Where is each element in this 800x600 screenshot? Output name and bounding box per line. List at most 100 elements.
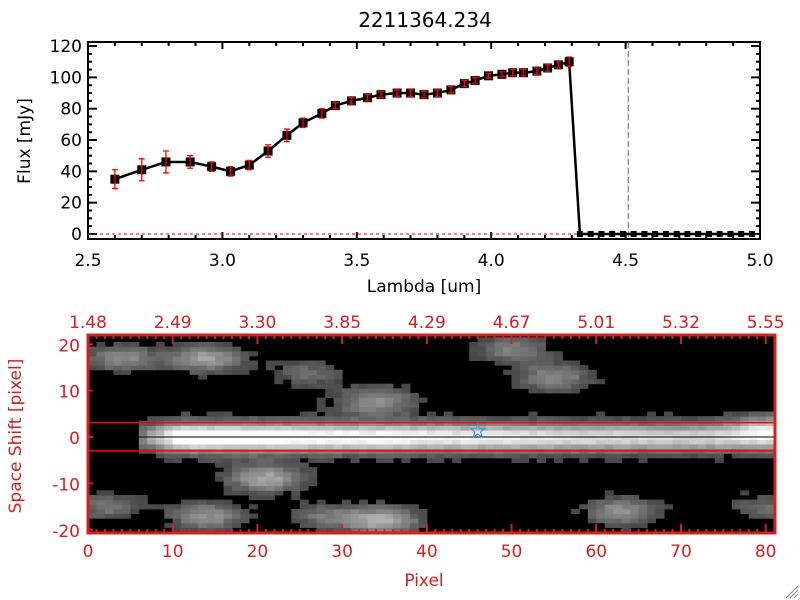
image-pixel — [181, 411, 191, 417]
image-pixel — [545, 425, 555, 431]
image-pixel — [96, 508, 106, 515]
image-pixel — [401, 457, 411, 464]
image-pixel — [350, 457, 360, 464]
image-pixel — [350, 406, 360, 413]
image-pixel — [299, 360, 309, 366]
image-pixel — [223, 476, 233, 482]
image-pixel — [181, 346, 191, 352]
image-pixel — [757, 443, 767, 450]
image-pixel — [528, 383, 538, 389]
image-pixel — [748, 508, 758, 515]
image-pixel — [172, 522, 182, 528]
image-pixel — [553, 383, 563, 389]
image-pixel — [359, 402, 369, 408]
image-pixel — [257, 453, 267, 459]
image-pixel — [401, 430, 411, 436]
image-pixel — [638, 522, 648, 528]
image-pixel — [435, 443, 445, 450]
image-pixel — [520, 337, 529, 343]
image-pixel — [486, 430, 496, 436]
image-pixel — [477, 439, 487, 445]
top-wavelength-tick-label: 2.49 — [154, 313, 192, 333]
image-pixel — [181, 443, 191, 450]
image-pixel — [282, 365, 292, 371]
image-pixel — [714, 439, 724, 445]
image-pixel — [88, 355, 97, 362]
image-pixel — [223, 467, 233, 473]
image-pixel — [333, 430, 343, 436]
image-pixel — [494, 341, 504, 348]
image-pixel — [596, 379, 606, 385]
image-pixel — [376, 513, 385, 519]
image-pixel — [647, 513, 657, 519]
image-pixel — [223, 416, 233, 422]
image-pixel — [443, 425, 453, 431]
top-wavelength-tick-label: 5.55 — [747, 313, 785, 333]
image-pixel — [384, 513, 394, 519]
image-pixel — [232, 355, 241, 362]
image-pixel — [765, 494, 775, 501]
image-pixel — [384, 388, 394, 394]
error-bar — [332, 101, 339, 110]
image-pixel — [511, 369, 521, 375]
image-pixel — [647, 443, 657, 450]
image-pixel — [181, 416, 191, 422]
image-pixel — [282, 439, 292, 445]
image-pixel — [494, 443, 504, 450]
image-pixel — [232, 360, 241, 366]
image-pixel — [325, 365, 335, 371]
image-pixel — [409, 430, 419, 436]
image-pixel — [282, 457, 292, 464]
image-pixel — [215, 471, 225, 477]
image-pixel — [121, 360, 131, 366]
image-pixel — [520, 360, 529, 366]
image-pixel — [206, 341, 216, 348]
image-pixel — [130, 341, 140, 348]
image-pixel — [240, 360, 250, 366]
image-pixel — [418, 439, 428, 445]
image-pixel — [316, 457, 326, 464]
image-pixel — [443, 439, 453, 445]
image-pixel — [308, 513, 318, 519]
image-pixel — [308, 467, 318, 473]
image-pixel — [460, 439, 470, 445]
image-pixel — [282, 430, 292, 436]
image-pixel — [367, 383, 377, 389]
image-pixel — [215, 513, 225, 519]
image-pixel — [562, 430, 572, 436]
image-pixel — [376, 504, 385, 510]
image-pixel — [748, 513, 758, 519]
image-pixel — [680, 430, 690, 436]
image-pixel — [545, 383, 555, 389]
image-pixel — [189, 369, 199, 375]
image-pixel — [536, 430, 546, 436]
resize-grip-icon[interactable] — [785, 585, 799, 599]
image-pixel — [240, 351, 250, 357]
image-pixel — [147, 346, 157, 352]
image-pixel — [604, 513, 614, 519]
image-pixel — [604, 439, 614, 445]
image-pixel — [232, 481, 241, 487]
image-pixel — [409, 439, 419, 445]
image-pixel — [401, 392, 411, 399]
image-pixel — [384, 416, 394, 422]
image-pixel — [409, 392, 419, 399]
top-wavelength-tick-label: 1.48 — [69, 313, 107, 333]
image-pixel — [545, 374, 555, 380]
image-pixel — [647, 453, 657, 459]
image-pixel — [520, 439, 529, 445]
image-pixel — [223, 355, 233, 362]
image-pixel — [215, 504, 225, 510]
image-pixel — [325, 513, 335, 519]
error-bar — [447, 86, 454, 94]
image-pixel — [486, 443, 496, 450]
image-pixel — [545, 388, 555, 394]
image-pixel — [333, 383, 343, 389]
image-pixel — [486, 416, 496, 422]
image-pixel — [223, 504, 233, 510]
x-tick-label: 3.0 — [209, 251, 236, 271]
top-wavelength-tick-label: 4.67 — [493, 313, 531, 333]
image-pixel — [359, 508, 369, 515]
image-pixel — [570, 365, 580, 371]
error-bar — [434, 89, 441, 97]
